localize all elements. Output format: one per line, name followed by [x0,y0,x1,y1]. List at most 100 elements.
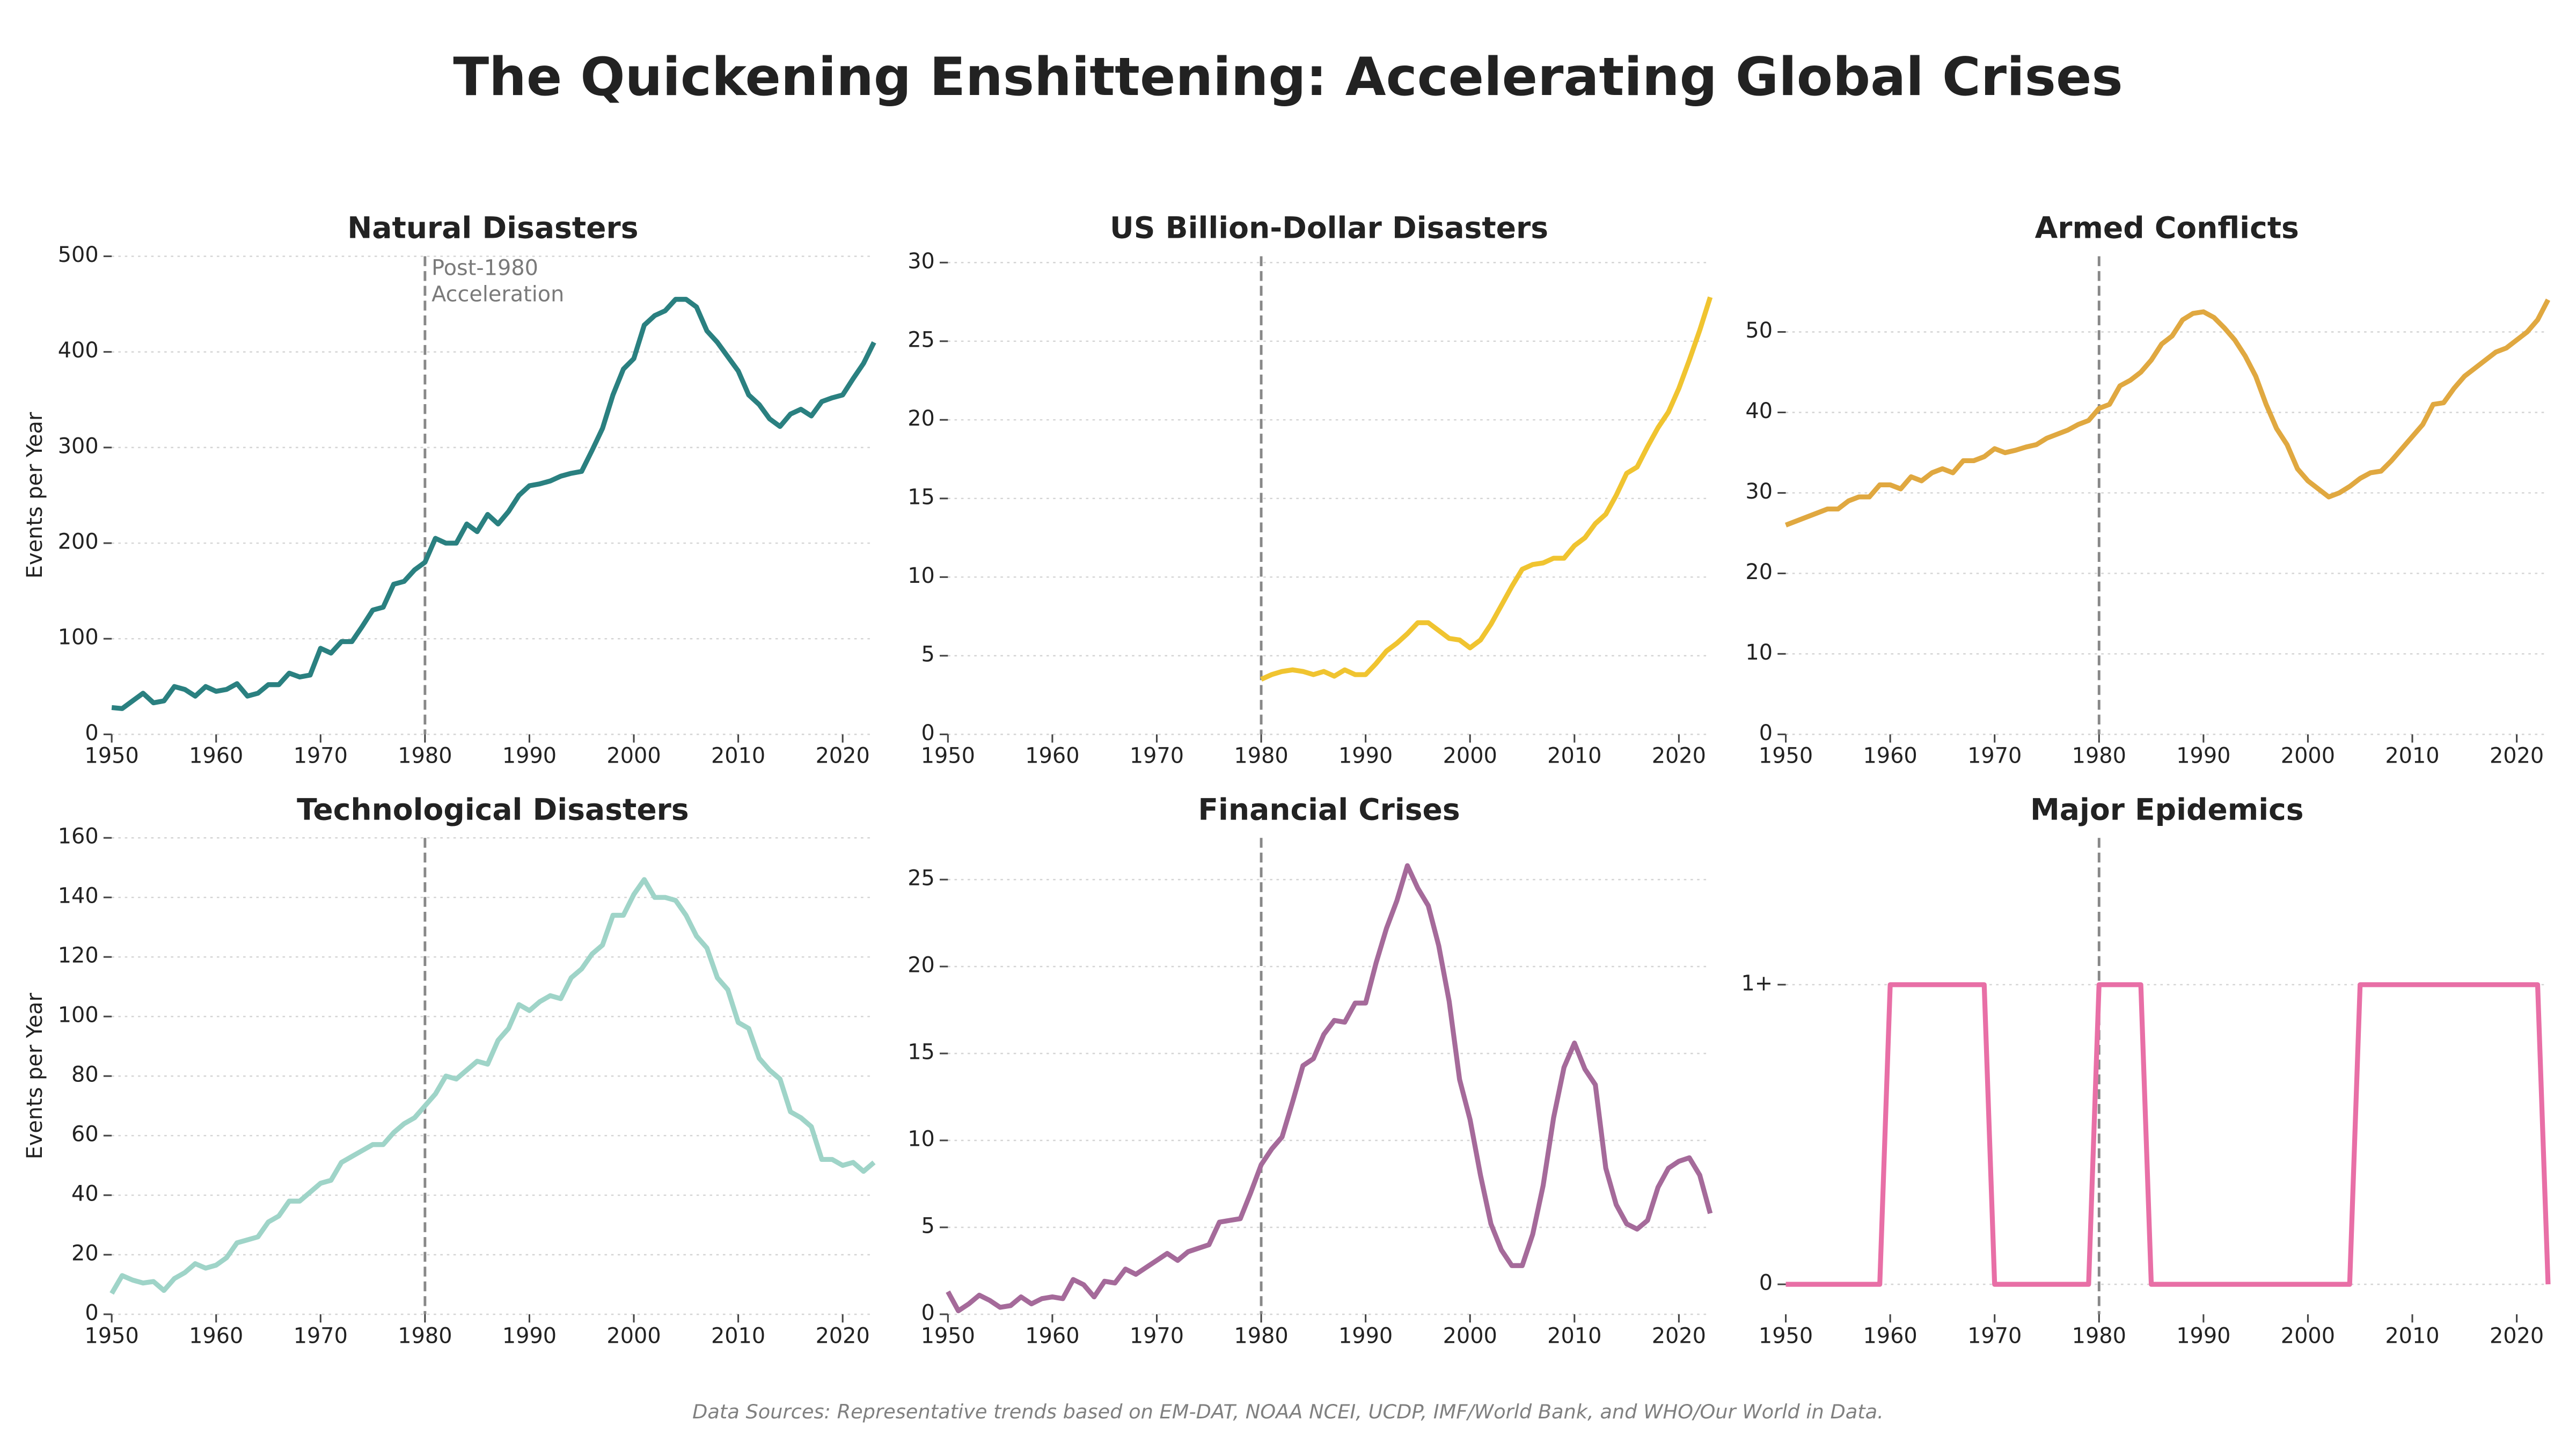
y-tick-label: 10 [908,1126,935,1151]
x-tick-label: 1970 [1967,1323,2022,1348]
x-tick-label: 1980 [398,744,452,769]
data-line [1785,982,2551,1287]
y-tick-label: 10 [1745,640,1773,665]
x-tick-label: 2010 [711,1323,765,1348]
y-tick-label: 15 [908,1040,935,1064]
y-tick-label: 400 [58,338,99,363]
x-tick-label: 1980 [2072,1323,2126,1348]
x-tick-label: 1960 [1025,1323,1079,1348]
y-tick-label: 0 [921,1300,935,1325]
y-tick-label: 500 [58,243,99,267]
y-tick-label: 40 [71,1182,99,1206]
panel-title: Major Epidemics [2030,792,2304,826]
y-tick-label: 0 [85,721,98,745]
x-tick-label: 1990 [2176,744,2230,769]
y-tick-label: 30 [1745,479,1773,504]
panel-title: Technological Disasters [297,792,689,826]
x-tick-label: 1990 [1338,744,1393,769]
figure-title: The Quickening Enshittening: Acceleratin… [453,47,2123,108]
x-tick-label: 1960 [189,1323,243,1348]
panel-title: Armed Conflicts [2035,211,2299,245]
data-line [109,877,876,1295]
x-tick-label: 2000 [606,744,661,769]
x-tick-label: 1970 [1130,744,1184,769]
y-tick-label: 60 [71,1122,99,1147]
y-tick-label: 15 [908,485,935,509]
y-tick-label: 20 [908,953,935,977]
x-tick-label: 1970 [294,1323,348,1348]
x-tick-label: 2010 [1547,1323,1601,1348]
data-line [1260,296,1713,682]
x-tick-label: 1970 [294,744,348,769]
data-line [946,863,1713,1314]
x-tick-label: 2020 [1652,1323,1706,1348]
x-tick-label: 2010 [2385,1323,2439,1348]
y-tick-label: 5 [921,642,935,667]
y-tick-label: 0 [921,721,935,745]
x-tick-label: 1990 [502,1323,557,1348]
x-tick-label: 2020 [1652,744,1706,769]
y-tick-label: 140 [58,884,99,909]
y-tick-label: 25 [908,327,935,352]
y-axis-label: Events per Year [23,992,47,1159]
panel-title: US Billion-Dollar Disasters [1110,211,1548,245]
x-tick-label: 1960 [1025,744,1079,769]
annotation: Acceleration [431,282,564,307]
x-tick-label: 1990 [502,744,557,769]
x-tick-label: 1960 [1863,744,1918,769]
x-tick-label: 2020 [2490,1323,2544,1348]
y-tick-label: 40 [1745,399,1773,423]
x-tick-label: 1980 [2072,744,2126,769]
y-tick-label: 5 [921,1213,935,1238]
y-tick-label: 0 [1759,721,1773,745]
y-axis-label: Events per Year [23,412,47,579]
x-tick-label: 2000 [2281,744,2335,769]
y-tick-label: 25 [908,866,935,890]
y-tick-label: 200 [58,530,99,554]
y-tick-label: 20 [1745,560,1773,584]
y-tick-label: 300 [58,434,99,458]
x-tick-label: 2010 [2385,744,2439,769]
x-tick-label: 1980 [1234,1323,1288,1348]
y-tick-label: 50 [1745,318,1773,343]
x-tick-label: 1950 [85,744,139,769]
x-tick-label: 1950 [1759,744,1813,769]
y-tick-label: 0 [85,1300,98,1325]
x-tick-label: 2020 [816,1323,870,1348]
data-line [111,297,876,711]
x-tick-label: 2000 [606,1323,661,1348]
x-tick-label: 1960 [189,744,243,769]
x-tick-label: 2010 [711,744,765,769]
y-tick-label: 80 [71,1063,99,1087]
x-tick-label: 1950 [85,1323,139,1348]
x-tick-label: 2020 [816,744,870,769]
x-tick-label: 1950 [921,744,975,769]
x-tick-label: 2000 [2281,1323,2335,1348]
x-tick-label: 1960 [1863,1323,1918,1348]
x-tick-label: 2010 [1547,744,1601,769]
data-line [1784,298,2551,528]
x-tick-label: 1970 [1967,744,2022,769]
y-tick-label: 120 [58,943,99,968]
footer: Data Sources: Representative trends base… [692,1400,1884,1423]
y-tick-label: 160 [58,824,99,849]
x-tick-label: 1970 [1130,1323,1184,1348]
x-tick-label: 1980 [398,1323,452,1348]
y-tick-label: 100 [58,1003,99,1028]
panel-title: Financial Crises [1198,792,1460,826]
y-tick-label: 0 [1759,1271,1773,1296]
x-tick-label: 2000 [1443,744,1497,769]
panel-title: Natural Disasters [347,211,638,245]
y-tick-label: 20 [71,1241,99,1266]
x-tick-label: 1950 [921,1323,975,1348]
y-tick-label: 30 [908,249,935,274]
x-tick-label: 1950 [1759,1323,1813,1348]
x-tick-label: 2000 [1443,1323,1497,1348]
x-tick-label: 2020 [2490,744,2544,769]
x-tick-label: 1990 [1338,1323,1393,1348]
annotation: Post-1980 [431,256,538,281]
y-tick-label: 100 [58,625,99,650]
x-tick-label: 1980 [1234,744,1288,769]
y-tick-label: 10 [908,564,935,588]
